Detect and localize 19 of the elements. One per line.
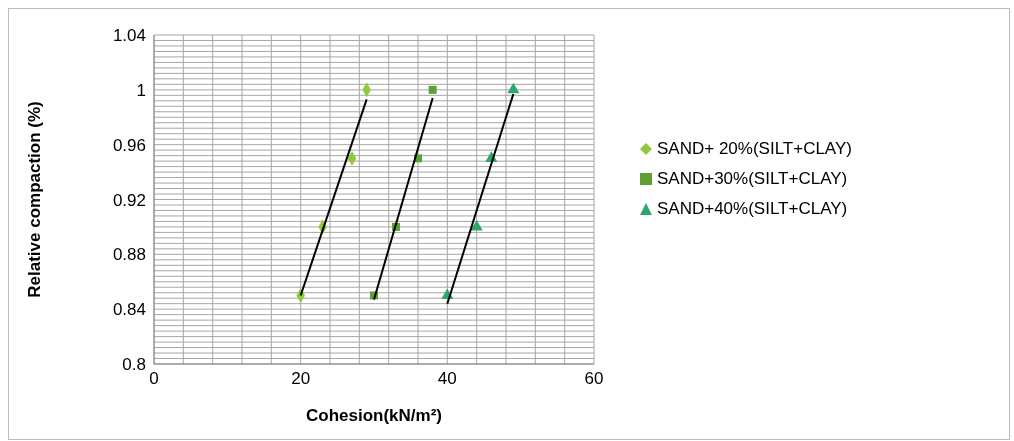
point bbox=[507, 82, 520, 94]
legend-label: SAND+ 20%(SILT+CLAY) bbox=[657, 139, 852, 159]
x-tick-label: 60 bbox=[584, 369, 604, 389]
point bbox=[470, 219, 483, 231]
x-axis-title: Cohesion(kN/m²) bbox=[306, 406, 442, 425]
y-tick-label: 1 bbox=[136, 80, 146, 100]
y-tick-label: 0.84 bbox=[112, 300, 146, 320]
point bbox=[428, 85, 437, 94]
y-tick-label: 0.92 bbox=[112, 190, 146, 210]
x-tick-label: 40 bbox=[437, 369, 457, 389]
y-tick-label: 1.04 bbox=[112, 26, 146, 46]
x-tick-label: 0 bbox=[149, 369, 159, 389]
legend-label: SAND+30%(SILT+CLAY) bbox=[657, 169, 848, 189]
y-tick-label: 0.96 bbox=[112, 135, 146, 155]
y-axis-title: Relative compaction (%) bbox=[25, 101, 45, 298]
y-tick-label: 0.8 bbox=[122, 355, 146, 375]
y-tick-label: 0.88 bbox=[112, 245, 146, 265]
legend-label: SAND+40%(SILT+CLAY) bbox=[657, 199, 848, 219]
x-tick-label: 20 bbox=[291, 369, 311, 389]
